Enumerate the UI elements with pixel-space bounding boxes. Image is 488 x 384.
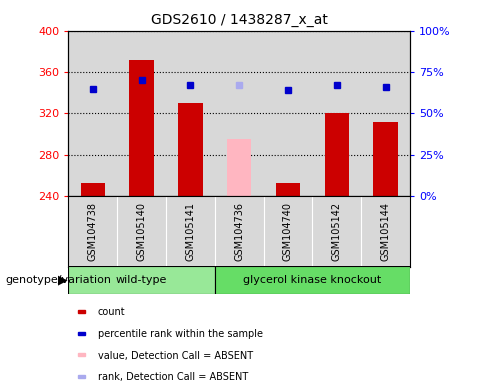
Bar xyxy=(276,184,300,196)
Bar xyxy=(78,353,85,356)
Text: GSM105141: GSM105141 xyxy=(185,202,195,260)
Text: percentile rank within the sample: percentile rank within the sample xyxy=(98,329,263,339)
Text: GSM105144: GSM105144 xyxy=(381,202,390,260)
Text: wild-type: wild-type xyxy=(116,275,167,285)
Bar xyxy=(78,375,85,378)
Text: genotype/variation: genotype/variation xyxy=(5,275,111,285)
Text: GSM104740: GSM104740 xyxy=(283,202,293,260)
Bar xyxy=(227,139,251,196)
Text: GSM105142: GSM105142 xyxy=(332,202,342,261)
Text: count: count xyxy=(98,307,125,317)
Bar xyxy=(78,310,85,313)
Text: rank, Detection Call = ABSENT: rank, Detection Call = ABSENT xyxy=(98,372,248,382)
Text: glycerol kinase knockout: glycerol kinase knockout xyxy=(243,275,382,285)
Bar xyxy=(215,266,410,294)
Text: GSM104738: GSM104738 xyxy=(88,202,98,260)
Bar xyxy=(78,332,85,335)
Text: ▶: ▶ xyxy=(58,273,67,286)
Bar xyxy=(325,113,349,196)
Text: value, Detection Call = ABSENT: value, Detection Call = ABSENT xyxy=(98,351,253,361)
Bar xyxy=(129,60,154,196)
Bar xyxy=(373,121,398,196)
Text: GSM104736: GSM104736 xyxy=(234,202,244,260)
Bar xyxy=(68,266,215,294)
Text: GDS2610 / 1438287_x_at: GDS2610 / 1438287_x_at xyxy=(151,13,327,27)
Bar xyxy=(178,103,203,196)
Bar xyxy=(81,184,105,196)
Text: GSM105140: GSM105140 xyxy=(137,202,146,260)
